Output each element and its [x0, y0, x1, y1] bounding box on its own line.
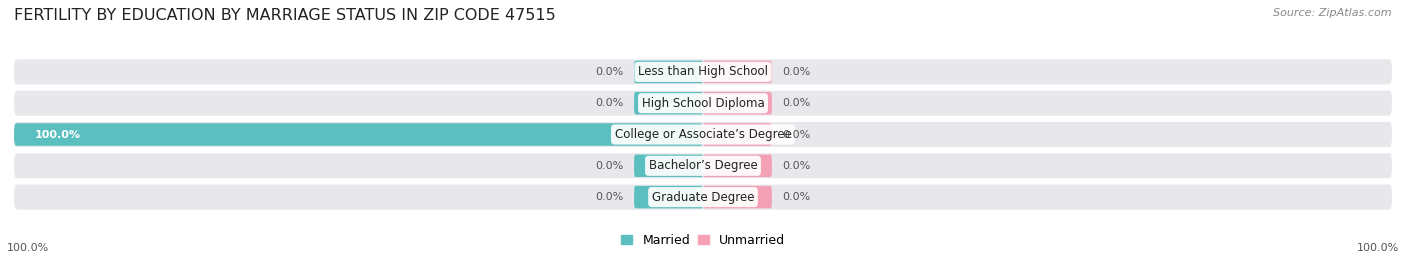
FancyBboxPatch shape — [703, 186, 772, 208]
FancyBboxPatch shape — [703, 123, 772, 146]
Text: High School Diploma: High School Diploma — [641, 97, 765, 110]
FancyBboxPatch shape — [634, 186, 703, 208]
Text: FERTILITY BY EDUCATION BY MARRIAGE STATUS IN ZIP CODE 47515: FERTILITY BY EDUCATION BY MARRIAGE STATU… — [14, 8, 555, 23]
Legend: Married, Unmarried: Married, Unmarried — [616, 229, 790, 252]
FancyBboxPatch shape — [14, 59, 1392, 84]
Text: College or Associate’s Degree: College or Associate’s Degree — [614, 128, 792, 141]
FancyBboxPatch shape — [703, 92, 772, 115]
Text: 100.0%: 100.0% — [7, 243, 49, 253]
Text: 100.0%: 100.0% — [35, 129, 80, 140]
Text: Bachelor’s Degree: Bachelor’s Degree — [648, 159, 758, 172]
FancyBboxPatch shape — [14, 153, 1392, 178]
Text: Source: ZipAtlas.com: Source: ZipAtlas.com — [1274, 8, 1392, 18]
FancyBboxPatch shape — [703, 154, 772, 177]
Text: 0.0%: 0.0% — [596, 98, 624, 108]
Text: 0.0%: 0.0% — [596, 192, 624, 202]
Text: 0.0%: 0.0% — [782, 67, 810, 77]
Text: Graduate Degree: Graduate Degree — [652, 191, 754, 204]
FancyBboxPatch shape — [14, 91, 1392, 116]
FancyBboxPatch shape — [634, 92, 703, 115]
Text: 0.0%: 0.0% — [596, 67, 624, 77]
FancyBboxPatch shape — [14, 122, 1392, 147]
FancyBboxPatch shape — [634, 61, 703, 83]
FancyBboxPatch shape — [14, 123, 703, 146]
FancyBboxPatch shape — [14, 185, 1392, 210]
Text: 0.0%: 0.0% — [782, 98, 810, 108]
Text: 100.0%: 100.0% — [1357, 243, 1399, 253]
Text: 0.0%: 0.0% — [782, 192, 810, 202]
FancyBboxPatch shape — [703, 61, 772, 83]
Text: 0.0%: 0.0% — [596, 161, 624, 171]
Text: Less than High School: Less than High School — [638, 65, 768, 78]
Text: 0.0%: 0.0% — [782, 161, 810, 171]
FancyBboxPatch shape — [634, 154, 703, 177]
Text: 0.0%: 0.0% — [782, 129, 810, 140]
